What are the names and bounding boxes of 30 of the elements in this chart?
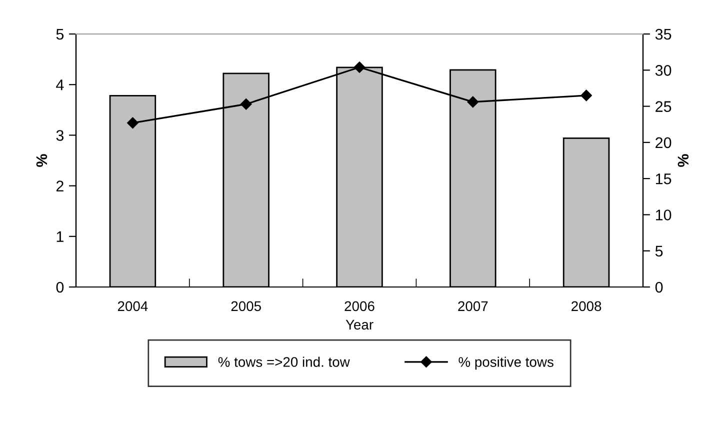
x-tick-label: 2005 (231, 301, 261, 312)
y-tick-label: 3 (56, 130, 64, 141)
y2-tick-label: 30 (655, 65, 672, 76)
x-tick-label: 2007 (458, 301, 488, 312)
x-tick-label: 2004 (118, 301, 148, 312)
y2-tick-label: 20 (656, 137, 672, 148)
y2-tick-label: 5 (655, 246, 663, 257)
y-tick-label: 1 (56, 231, 64, 242)
y2-axis-title: % (678, 154, 689, 167)
x-tick-label: 2008 (572, 301, 602, 312)
y2-tick-label: 35 (655, 28, 672, 40)
legend-label: % positive tows (458, 356, 554, 370)
y-tick-label: 4 (56, 80, 64, 90)
x-axis-title: Year (346, 320, 374, 330)
y-tick-label: 2 (56, 180, 64, 192)
legend-label: % tows =>20 ind. tow (218, 356, 350, 367)
point (127, 117, 138, 129)
y2-tick-label: 0 (655, 282, 663, 293)
point (467, 96, 479, 108)
y-tick-label: 0 (56, 282, 64, 293)
x-tick-label: 2006 (344, 301, 374, 312)
bar (562, 138, 610, 287)
y-tick-label: 5 (56, 29, 64, 40)
y2-tick-label: 10 (656, 210, 672, 220)
y2-tick-label: 15 (656, 174, 672, 184)
point (580, 90, 592, 102)
y2-tick-label: 25 (656, 101, 672, 112)
y-axis-title: % (36, 154, 48, 167)
point (354, 62, 366, 73)
point (240, 98, 252, 110)
